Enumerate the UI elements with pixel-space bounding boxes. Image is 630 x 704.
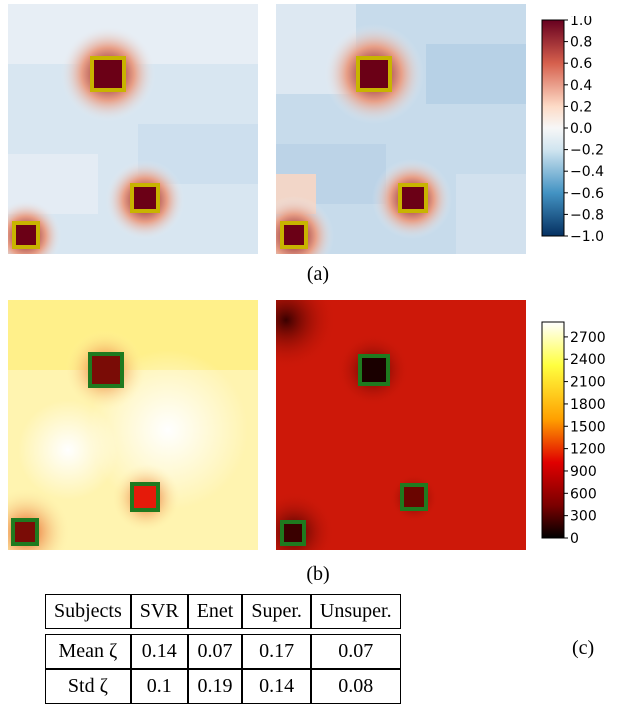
table-cell: 0.07 <box>310 634 401 669</box>
row-label: Mean ζ <box>45 634 131 669</box>
results-table: Subjects SVR Enet Super. Unsuper. Mean ζ… <box>45 594 401 704</box>
region-box-b2 <box>130 482 160 512</box>
colorbar-b-tick-label: 2100 <box>570 375 606 391</box>
table-cell: 0.1 <box>130 669 188 704</box>
region-box-2 <box>130 183 160 213</box>
table-header-row: Subjects SVR Enet Super. Unsuper. <box>45 594 401 629</box>
colorbar-b-tick-label: 900 <box>570 464 597 480</box>
table-cell: 0.07 <box>187 634 243 669</box>
row-label: Std ζ <box>45 669 131 704</box>
colorbar-b: 2700 2400 2100 1800 1500 1200 900 600 300 0 <box>541 321 606 547</box>
region-box-1 <box>90 56 126 92</box>
table-cell: 0.17 <box>242 634 311 669</box>
header-cell: Subjects <box>45 594 131 629</box>
colorbar-a-tick-label: 0.4 <box>570 78 592 94</box>
header-cell: Enet <box>187 594 243 629</box>
colorbar-a-tick-label: −0.6 <box>570 186 604 202</box>
colorbar-a-tick-label: −0.8 <box>570 207 604 223</box>
map-b-left <box>8 300 258 550</box>
colorbar-a-tick-label: −0.4 <box>570 164 604 180</box>
caption-a: (a) <box>306 263 330 285</box>
region-box-3 <box>12 221 40 249</box>
colorbar-b-tick-label: 1500 <box>570 419 606 435</box>
table-cell: 0.08 <box>310 669 401 704</box>
colorbar-a-tick-label: −0.2 <box>570 143 604 159</box>
table-cell: 0.19 <box>187 669 243 704</box>
colorbar-b-tick-label: 300 <box>570 509 597 525</box>
colorbar-b-tick-label: 2400 <box>570 352 606 368</box>
map-a-left <box>8 4 258 254</box>
colorbar-b-tick-label: 2700 <box>570 330 606 346</box>
region-box-b1 <box>88 352 124 388</box>
table-row: Std ζ 0.1 0.19 0.14 0.08 <box>45 669 401 704</box>
table-cell: 0.14 <box>130 634 188 669</box>
colorbar-a-tick-label: 1.0 <box>570 16 592 29</box>
colorbar-b-tick-label: 600 <box>570 486 597 502</box>
table-label: (c) <box>572 637 595 659</box>
colorbar-a-tick-label: 0.6 <box>570 56 592 72</box>
colorbar-b-tick-label: 1200 <box>570 442 606 458</box>
table-cell: 0.14 <box>242 669 311 704</box>
table-row: Mean ζ 0.14 0.07 0.17 0.07 <box>45 634 401 669</box>
map-a-right <box>276 4 526 254</box>
caption-b: (b) <box>306 563 330 585</box>
header-cell: Unsuper. <box>310 594 401 629</box>
map-b-right <box>276 300 526 550</box>
region-box-b3 <box>11 518 39 546</box>
colorbar-a-tick-label: 0.8 <box>570 35 592 51</box>
colorbar-a-tick-label: −1.0 <box>570 229 604 245</box>
colorbar-a: 1.0 0.8 0.6 0.4 0.2 0.0 −0.2 −0.4 −0.6 −0.8 −1.0 <box>541 16 604 245</box>
colorbar-b-tick-label: 0 <box>570 531 579 547</box>
header-cell: Super. <box>242 594 311 629</box>
colorbar-a-tick-label: 0.2 <box>570 99 592 115</box>
colorbar-b-tick-label: 1800 <box>570 397 606 413</box>
colorbar-a-tick-label: 0.0 <box>570 121 592 137</box>
header-cell: SVR <box>130 594 188 629</box>
